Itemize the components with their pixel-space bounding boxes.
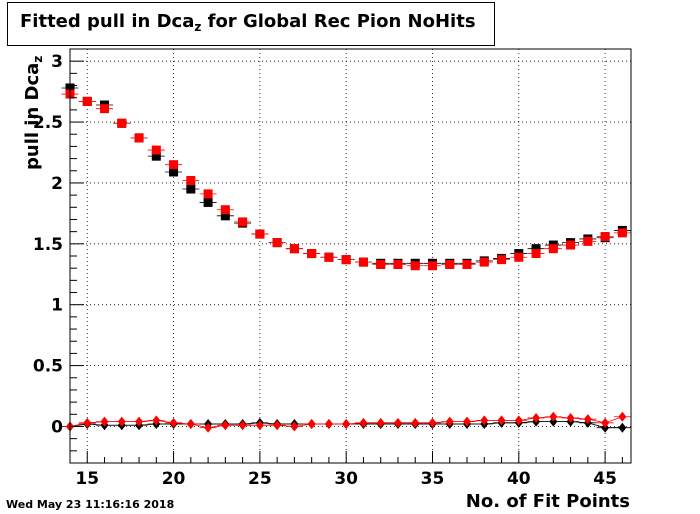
data-point — [324, 252, 334, 262]
data-point — [169, 417, 178, 428]
data-point — [272, 238, 282, 248]
data-point — [618, 422, 627, 433]
data-point — [566, 412, 575, 423]
data-point — [359, 417, 368, 428]
y-tick-label: 2.5 — [33, 113, 63, 133]
data-point — [238, 217, 248, 227]
data-point — [152, 415, 161, 426]
data-point — [463, 416, 472, 427]
data-point — [531, 249, 541, 259]
data-point — [341, 255, 351, 265]
title-box: Fitted pull in Dcaz for Global Rec Pion … — [7, 2, 495, 46]
data-point — [427, 261, 437, 271]
grid — [70, 49, 631, 463]
data-point — [151, 145, 161, 155]
data-point — [445, 416, 454, 427]
chart-title: Fitted pull in Dcaz for Global Rec Pion … — [20, 11, 476, 34]
data-point — [307, 419, 316, 430]
data-point — [186, 419, 195, 430]
x-tick-label: 35 — [421, 469, 445, 489]
y-axis-label: pull in Dcaz — [22, 55, 45, 170]
x-tick-label: 15 — [75, 469, 99, 489]
timestamp: Wed May 23 11:16:16 2018 — [6, 498, 175, 511]
data-point — [393, 417, 402, 428]
data-point — [342, 419, 351, 430]
data-point — [393, 260, 403, 270]
data-point — [151, 151, 161, 161]
data-point — [462, 260, 472, 270]
data-point — [135, 416, 144, 427]
data-point — [220, 211, 230, 221]
data-point — [100, 104, 110, 114]
y-tick-label: 0.5 — [33, 357, 63, 377]
series-layer — [61, 83, 631, 433]
data-point — [82, 96, 92, 106]
data-point — [255, 229, 265, 239]
data-point — [186, 184, 196, 194]
data-point — [532, 412, 541, 423]
data-point — [583, 236, 593, 246]
data-point — [204, 422, 213, 433]
data-point — [376, 260, 386, 270]
data-point — [169, 160, 179, 170]
data-point — [618, 411, 627, 422]
data-point — [480, 415, 489, 426]
data-point — [566, 240, 576, 250]
x-tick-label: 25 — [248, 469, 272, 489]
data-point — [445, 260, 455, 270]
series-0 — [61, 83, 631, 268]
x-tick-label: 20 — [162, 469, 186, 489]
data-point — [497, 255, 507, 265]
data-point — [238, 420, 247, 431]
data-point — [497, 415, 506, 426]
data-point — [186, 176, 196, 186]
data-point — [601, 417, 610, 428]
x-tick-label: 30 — [334, 469, 358, 489]
data-point — [220, 205, 230, 215]
data-point — [514, 415, 523, 426]
series-1 — [61, 89, 631, 271]
y-tick-label: 3 — [51, 52, 63, 72]
axes: 15 20 25 30 35 40 45 0 0.5 1 1.5 2 2.5 3 — [33, 48, 632, 489]
data-point — [100, 416, 109, 427]
data-point — [324, 419, 333, 430]
data-point — [549, 411, 558, 422]
data-point — [255, 420, 264, 431]
y-tick-label: 1 — [51, 296, 63, 316]
series-3 — [61, 411, 631, 433]
data-point — [134, 133, 144, 143]
x-axis-label: No. of Fit Points — [465, 491, 630, 512]
data-point — [117, 118, 127, 128]
data-point — [411, 417, 420, 428]
data-point — [514, 252, 524, 262]
data-point — [290, 421, 299, 432]
data-point — [617, 228, 627, 238]
data-point — [203, 197, 213, 207]
x-tick-label: 45 — [593, 469, 617, 489]
data-point — [548, 244, 558, 254]
data-point — [117, 416, 126, 427]
data-point — [169, 167, 179, 177]
y-tick-label: 1.5 — [33, 235, 63, 255]
data-point — [307, 249, 317, 259]
data-point — [221, 420, 230, 431]
x-tick-label: 40 — [507, 469, 531, 489]
data-point — [428, 417, 437, 428]
y-tick-label: 2 — [51, 174, 63, 194]
data-point — [600, 232, 610, 242]
data-point — [203, 189, 213, 199]
y-tick-label: 0 — [51, 417, 63, 437]
data-point — [376, 417, 385, 428]
data-point — [583, 414, 592, 425]
data-point — [358, 257, 368, 267]
data-point — [479, 257, 489, 267]
data-point — [410, 261, 420, 271]
data-point — [289, 244, 299, 254]
data-point — [531, 244, 541, 254]
data-point — [273, 420, 282, 431]
data-point — [83, 417, 92, 428]
